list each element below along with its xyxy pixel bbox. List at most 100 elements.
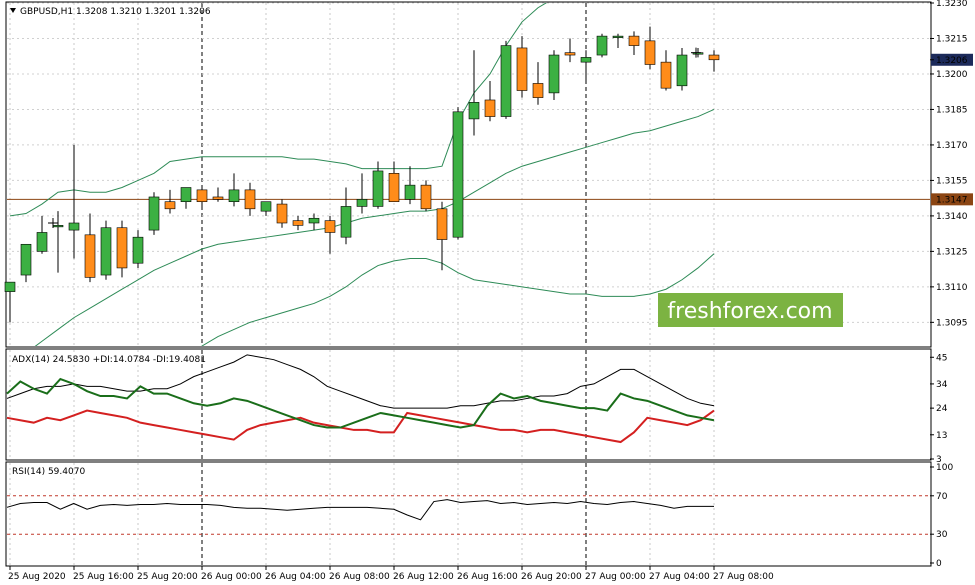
candle-body [372, 170, 384, 207]
candle-body [292, 220, 304, 226]
candle [484, 81, 496, 122]
candle-body [356, 199, 368, 207]
candle [212, 187, 224, 202]
symbol-header-text: GBPUSD,H1 1.3208 1.3210 1.3201 1.3206 [20, 7, 211, 17]
candle-body [532, 83, 544, 98]
candle-body [4, 281, 16, 292]
price-tick-label: 1.3230 [936, 0, 968, 9]
price-tick-label: 1.3215 [936, 34, 968, 44]
candle [372, 161, 384, 209]
candle-body [132, 236, 144, 264]
rsi-tick-label: 0 [936, 559, 942, 569]
candle [164, 189, 176, 214]
candle [244, 182, 256, 216]
candle [580, 50, 592, 82]
time-tick-label: 26 Aug 00:00 [201, 572, 262, 582]
bollinger-bands [9, 3, 715, 346]
candle [388, 161, 400, 203]
candle-body [228, 189, 240, 203]
candle [356, 173, 368, 214]
candle [148, 192, 160, 235]
adx-series-adx [6, 354, 715, 409]
candle-body [644, 40, 656, 65]
symbol-header: GBPUSD,H1 1.3208 1.3210 1.3201 1.3206 [10, 7, 211, 17]
triangle-down-icon[interactable] [10, 8, 16, 13]
price-tick-label: 1.3140 [936, 212, 968, 222]
candle [196, 185, 208, 209]
candle-body [596, 35, 608, 56]
candle-body [244, 189, 256, 210]
adx-series-plus_di [6, 377, 715, 429]
candle [84, 213, 96, 283]
candle [260, 201, 272, 216]
time-tick-label: 26 Aug 08:00 [329, 572, 390, 582]
candle [564, 38, 576, 63]
candle-body [324, 220, 336, 233]
watermark-text: freshforex.com [667, 299, 832, 324]
candle [436, 201, 448, 271]
candle-body [196, 189, 208, 203]
band-middle [34, 108, 715, 346]
candle [420, 180, 432, 212]
adx-tick-label: 13 [936, 431, 947, 441]
candle-body [580, 57, 592, 63]
candle-body [20, 243, 32, 276]
candle [404, 166, 416, 205]
adx-tick-label: 3 [936, 455, 942, 465]
candle [596, 33, 608, 58]
adx-tick-label: 45 [936, 353, 947, 363]
support-price-label: 1.3147 [936, 195, 968, 205]
band-upper [9, 3, 547, 217]
candle-body [564, 52, 576, 56]
rsi-tick-label: 100 [936, 463, 953, 473]
support-price-tag [931, 193, 973, 206]
candle-body [36, 232, 48, 252]
rsi-panel [5, 461, 932, 567]
candle [708, 50, 720, 72]
candle-body [308, 217, 320, 224]
adx-series-minus_di [6, 409, 715, 444]
time-tick-label: 27 Aug 08:00 [713, 572, 774, 582]
candle [628, 31, 640, 56]
candle-body [708, 54, 720, 61]
current-price-tag [931, 53, 973, 66]
time-tick-label: 27 Aug 04:00 [649, 572, 710, 582]
candle-body [100, 227, 112, 276]
time-tick-label: 25 Aug 20:00 [137, 572, 198, 582]
candle [100, 220, 112, 280]
candle [548, 50, 560, 100]
candle [612, 33, 624, 48]
price-tick-label: 1.3155 [936, 176, 968, 186]
candle [452, 107, 464, 240]
rsi-header: RSI(14) 59.4070 [12, 467, 85, 477]
candle [468, 50, 480, 136]
adx-tick-label: 34 [936, 380, 948, 390]
candle [132, 230, 144, 268]
candles-layer [4, 26, 720, 323]
time-tick-label: 26 Aug 16:00 [457, 572, 518, 582]
candle [676, 47, 688, 91]
candle-body [420, 184, 432, 210]
candle [532, 62, 544, 105]
candle [660, 50, 672, 91]
adx-tick-label: 24 [936, 404, 948, 414]
candle-body [660, 61, 672, 89]
time-tick-label: 26 Aug 20:00 [521, 572, 582, 582]
candle-body [276, 203, 288, 224]
candle [20, 243, 32, 283]
candle [116, 220, 128, 278]
candle [308, 213, 320, 231]
candle-body [148, 196, 160, 231]
candle-body [516, 47, 528, 91]
candle [4, 281, 16, 323]
candle-body [612, 35, 624, 38]
candle [516, 36, 528, 98]
rsi-tick-label: 30 [936, 530, 948, 540]
band-lower [201, 253, 715, 346]
candle-body [340, 206, 352, 238]
rsi-line [6, 499, 714, 521]
candle-body [180, 187, 192, 203]
time-tick-label: 25 Aug 2020 [8, 572, 66, 582]
candle-body [388, 173, 400, 203]
